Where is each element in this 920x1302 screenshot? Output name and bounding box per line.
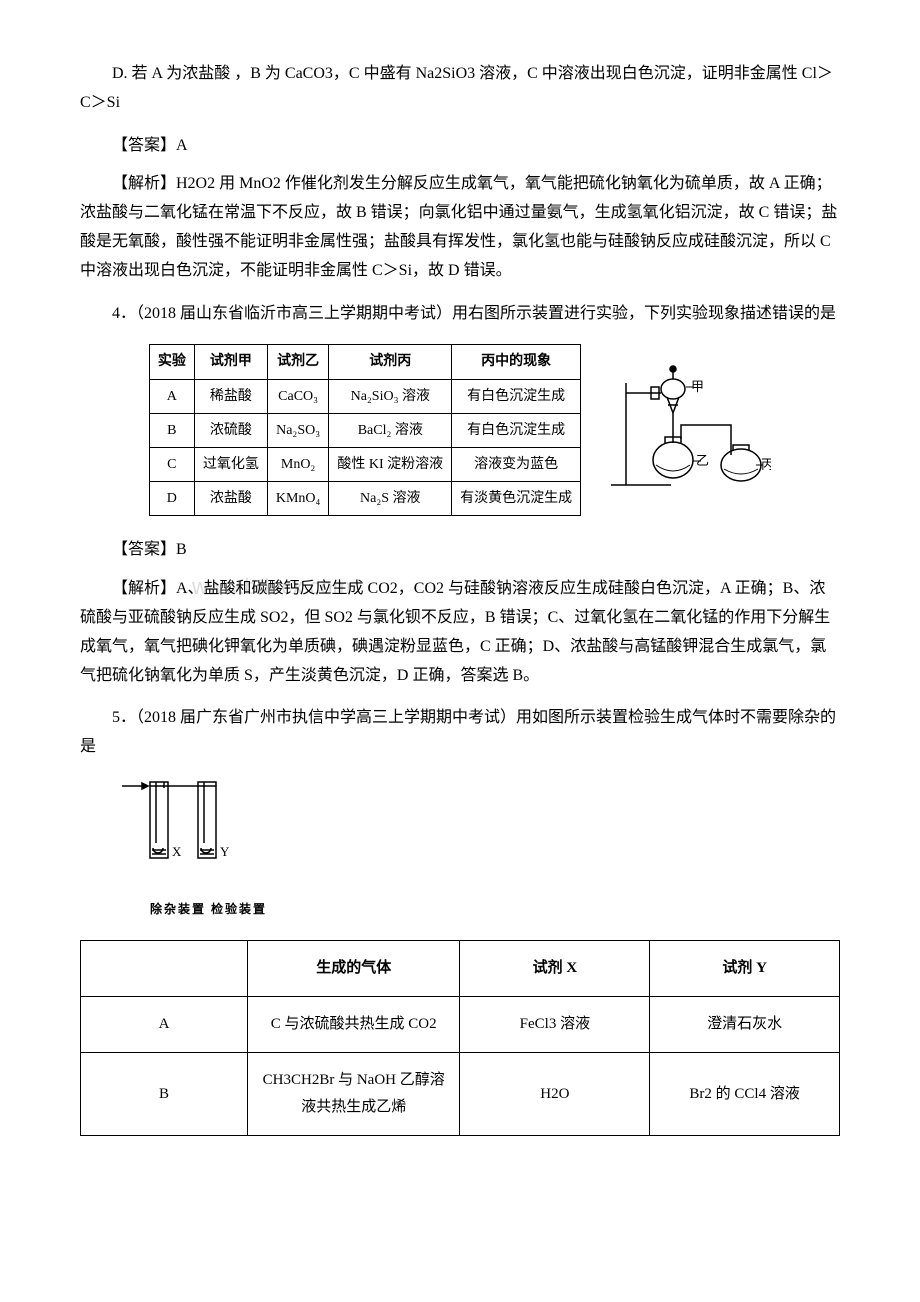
table-cell: H2O bbox=[460, 1053, 650, 1136]
table-cell: Br2 的 CCl4 溶液 bbox=[650, 1053, 840, 1136]
table-cell: B bbox=[149, 413, 194, 447]
table-cell: A bbox=[81, 997, 248, 1053]
table-cell: Na₂S 溶液 bbox=[329, 482, 452, 516]
q4-answer: 【答案】B bbox=[80, 536, 840, 565]
table-cell: 酸性 KI 淀粉溶液 bbox=[329, 447, 452, 481]
table-cell: KMnO₄ bbox=[267, 482, 329, 516]
q5-apparatus: X Y 除杂装置 检验装置 bbox=[120, 778, 840, 920]
q4-th-4: 丙中的现象 bbox=[452, 345, 581, 379]
table-cell: 浓硫酸 bbox=[194, 413, 267, 447]
table-cell: A bbox=[149, 379, 194, 413]
q5-th-1: 生成的气体 bbox=[247, 941, 460, 997]
q4-apparatus-icon: 甲 乙 丙 bbox=[601, 365, 771, 495]
q4-explain-text: 【解析】A、盐酸和碳酸钙反应生成 CO2，CO2 与硅酸钠溶液反应生成硅酸白色沉… bbox=[80, 580, 830, 683]
q3-answer: 【答案】A bbox=[80, 132, 840, 161]
q3-option-d: D. 若 A 为浓盐酸 ，B 为 CaCO3，C 中盛有 Na2SiO3 溶液，… bbox=[80, 60, 840, 118]
table-cell: C bbox=[149, 447, 194, 481]
q5-stem: 5．（2018 届广东省广州市执信中学高三上学期期中考试）用如图所示装置检验生成… bbox=[80, 704, 840, 762]
table-cell: 澄清石灰水 bbox=[650, 997, 840, 1053]
table-cell: 浓盐酸 bbox=[194, 482, 267, 516]
q4-th-0: 实验 bbox=[149, 345, 194, 379]
table-cell: 有淡黄色沉淀生成 bbox=[452, 482, 581, 516]
table-cell: D bbox=[149, 482, 194, 516]
table-cell: MnO₂ bbox=[267, 447, 329, 481]
q5-th-0 bbox=[81, 941, 248, 997]
table-cell: CH3CH2Br 与 NaOH 乙醇溶液共热生成乙烯 bbox=[247, 1053, 460, 1136]
q4-th-3: 试剂丙 bbox=[329, 345, 452, 379]
table-cell: CaCO₃ bbox=[267, 379, 329, 413]
table-cell: Na₂SO₃ bbox=[267, 413, 329, 447]
table-cell: B bbox=[81, 1053, 248, 1136]
table-cell: 有白色沉淀生成 bbox=[452, 413, 581, 447]
table-cell: 有白色沉淀生成 bbox=[452, 379, 581, 413]
q4-figure-row: 实验 试剂甲 试剂乙 试剂丙 丙中的现象 A 稀盐酸 CaCO₃ Na₂SiO₃… bbox=[80, 344, 840, 516]
table-cell: BaCl₂ 溶液 bbox=[329, 413, 452, 447]
table-cell: 过氧化氢 bbox=[194, 447, 267, 481]
table-cell: 稀盐酸 bbox=[194, 379, 267, 413]
q4-explain: 【解析】A、盐酸和碳酸钙反应生成 CO2，CO2 与硅酸钠溶液反应生成硅酸白色沉… bbox=[80, 575, 840, 690]
label-y: Y bbox=[220, 844, 230, 859]
table-cell: Na₂SiO₃ 溶液 bbox=[329, 379, 452, 413]
table-cell: C 与浓硫酸共热生成 CO2 bbox=[247, 997, 460, 1053]
q5-th-3: 试剂 Y bbox=[650, 941, 840, 997]
q4-th-2: 试剂乙 bbox=[267, 345, 329, 379]
q5-apparatus-caption: 除杂装置 检验装置 bbox=[150, 899, 840, 921]
q4-stem: 4．（2018 届山东省临沂市高三上学期期中考试）用右图所示装置进行实验，下列实… bbox=[80, 300, 840, 329]
q5-table: 生成的气体 试剂 X 试剂 Y A C 与浓硫酸共热生成 CO2 FeCl3 溶… bbox=[80, 940, 840, 1136]
q5-th-2: 试剂 X bbox=[460, 941, 650, 997]
table-cell: 溶液变为蓝色 bbox=[452, 447, 581, 481]
q3-explain: 【解析】H2O2 用 MnO2 作催化剂发生分解反应生成氧气，氧气能把硫化钠氧化… bbox=[80, 170, 840, 285]
q5-apparatus-icon: X Y bbox=[120, 778, 270, 888]
q4-table: 实验 试剂甲 试剂乙 试剂丙 丙中的现象 A 稀盐酸 CaCO₃ Na₂SiO₃… bbox=[149, 344, 581, 516]
table-cell: FeCl3 溶液 bbox=[460, 997, 650, 1053]
q4-th-1: 试剂甲 bbox=[194, 345, 267, 379]
label-x: X bbox=[172, 844, 182, 859]
